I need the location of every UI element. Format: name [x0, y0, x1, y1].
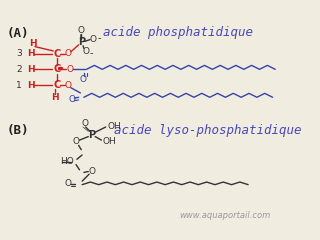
Text: O: O	[82, 47, 89, 56]
Text: C: C	[53, 48, 60, 59]
Text: acide phosphatidique: acide phosphatidique	[103, 26, 253, 39]
Text: -: -	[98, 33, 101, 43]
Text: O: O	[90, 35, 97, 44]
Text: O: O	[78, 26, 85, 35]
Text: O: O	[65, 81, 72, 90]
Text: C: C	[53, 80, 60, 90]
Text: OH: OH	[108, 122, 121, 131]
Text: H: H	[29, 40, 37, 48]
Text: 1: 1	[16, 81, 22, 90]
Text: H: H	[27, 49, 34, 58]
Text: O: O	[68, 95, 75, 103]
Text: P: P	[88, 130, 95, 140]
Text: acide lyso-phosphatidique: acide lyso-phosphatidique	[114, 124, 301, 137]
Text: HO: HO	[60, 156, 74, 166]
Text: -: -	[90, 48, 93, 58]
Text: H: H	[51, 93, 59, 102]
Text: O: O	[81, 119, 88, 128]
Text: C: C	[53, 64, 60, 74]
Text: O: O	[67, 65, 73, 74]
Text: OH: OH	[102, 137, 116, 146]
Text: O: O	[65, 179, 72, 188]
Text: H: H	[27, 65, 34, 74]
Text: O: O	[79, 75, 86, 84]
Text: 3: 3	[16, 49, 22, 58]
Text: O: O	[73, 137, 79, 146]
Text: O: O	[88, 167, 95, 176]
Text: O: O	[65, 49, 72, 58]
Text: (B): (B)	[7, 124, 29, 137]
Text: 2: 2	[16, 65, 22, 74]
Text: H: H	[27, 81, 34, 90]
Text: P: P	[78, 37, 85, 47]
Text: www.aquaportail.com: www.aquaportail.com	[180, 211, 271, 221]
Text: (A): (A)	[7, 26, 29, 40]
